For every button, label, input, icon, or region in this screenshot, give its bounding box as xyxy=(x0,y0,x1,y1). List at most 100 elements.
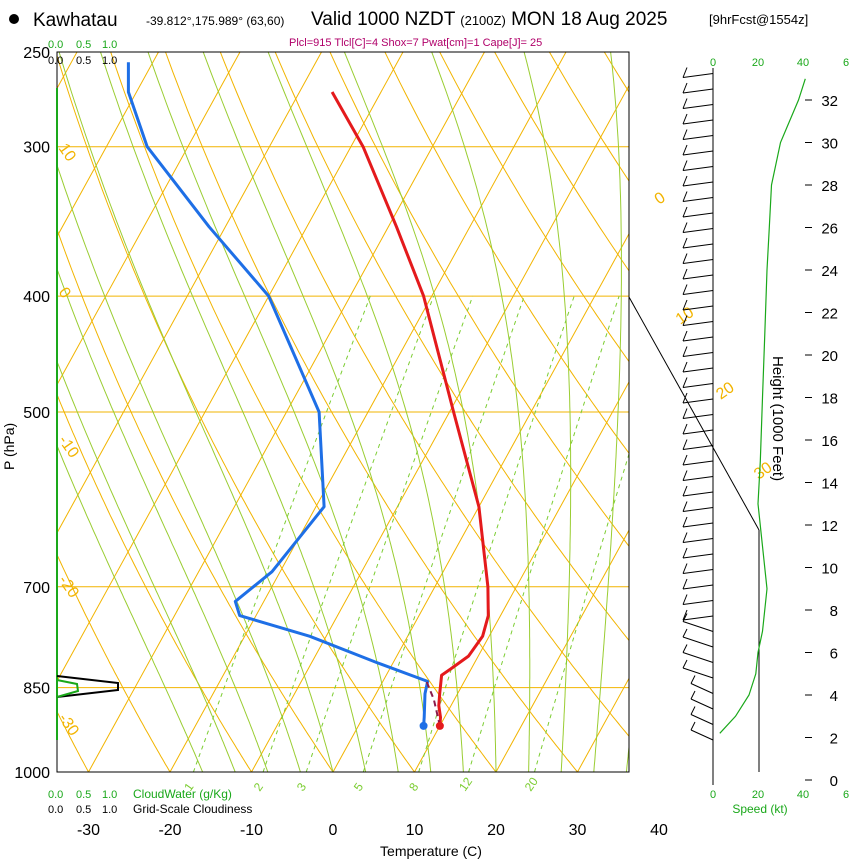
wind-barb-flag xyxy=(682,392,688,404)
temperature-tick-label: 10 xyxy=(406,822,424,839)
wind-barb xyxy=(690,698,714,710)
wind-barb-flag xyxy=(690,706,696,715)
wind-barb xyxy=(682,491,714,497)
wind-barb xyxy=(682,429,714,435)
wind-barb xyxy=(682,305,714,311)
isotherm-line xyxy=(57,52,159,238)
wind-barb-flag xyxy=(682,346,688,357)
height-tick-label: 18 xyxy=(821,391,838,408)
isotherm-label: -20 xyxy=(55,573,82,602)
wind-barb-flag xyxy=(682,113,688,125)
wind-barb xyxy=(682,414,714,419)
wind-barb-flag xyxy=(682,284,688,295)
speed-tick-top: 40 xyxy=(797,57,809,69)
temperature-tick-label: -20 xyxy=(158,822,181,839)
height-tick-label: 20 xyxy=(821,348,838,365)
height-axis-label: Height (1000 Feet) xyxy=(769,356,786,481)
station-coords: -39.812°,175.989° (63,60) xyxy=(146,14,285,28)
mixing-ratio-line xyxy=(468,295,620,772)
frame-diagonal xyxy=(628,296,760,531)
mixing-ratio-line xyxy=(362,295,525,772)
cloudwater-profile xyxy=(56,679,80,698)
height-tick-label: 26 xyxy=(821,221,838,238)
wind-barb xyxy=(682,119,714,125)
isotherm-label: 10 xyxy=(55,141,79,165)
mixing-ratio-line xyxy=(534,452,629,772)
moist-adiabat-line xyxy=(57,444,204,772)
forecast-run: [9hrFcst@1554z] xyxy=(709,12,809,27)
moist-adiabat-line xyxy=(57,267,269,772)
moist-adiabat-line xyxy=(57,360,236,772)
height-tick-label: 28 xyxy=(821,178,838,195)
mixing-ratio-label: 5 xyxy=(351,780,366,794)
wind-barb xyxy=(682,398,714,404)
valid-local: Valid 1000 NZDT xyxy=(311,9,455,30)
speed-axis-label: Speed (kt) xyxy=(732,802,787,816)
cloudiness-tick-top: 0.0 xyxy=(48,55,63,67)
wind-barb-flag xyxy=(682,82,688,94)
dry-adiabat-line xyxy=(659,52,850,772)
cloudiness-tick-bottom: 1.0 xyxy=(102,804,117,816)
moist-adiabat-line xyxy=(593,52,622,772)
plot-frame xyxy=(56,51,630,773)
isotherm-line xyxy=(88,52,485,772)
wind-barb-flag xyxy=(682,330,688,342)
valid-time: Valid 1000 NZDT (2100Z) MON 18 Aug 2025 xyxy=(311,9,667,31)
temperature-tick-label: -30 xyxy=(77,822,100,839)
wind-barb-flag xyxy=(682,175,688,187)
speed-tick-bottom: 20 xyxy=(752,789,764,801)
wind-barb xyxy=(682,135,714,140)
pressure-tick-label: 300 xyxy=(23,140,50,157)
mixing-ratio-line xyxy=(192,295,371,772)
dry-adiabat-line xyxy=(110,52,497,772)
dry-adiabat-line xyxy=(494,52,629,272)
wind-barb-flag xyxy=(682,501,688,512)
wind-barb xyxy=(682,652,714,663)
wind-barb-flag xyxy=(682,160,688,171)
wind-barb-flag xyxy=(682,222,688,233)
sounding-params: Plcl=915 Tlcl[C]=4 Shox=7 Pwat[cm]=1 Cap… xyxy=(289,37,543,49)
isotherm-line xyxy=(57,52,404,683)
cloudwater-tick-bottom: 1.0 xyxy=(102,789,117,801)
wind-barb-flag xyxy=(682,315,688,326)
wind-barb-flag xyxy=(682,253,688,264)
wind-barb xyxy=(682,73,714,78)
moist-adiabat-line xyxy=(267,52,464,772)
speed-tick-bottom: 0 xyxy=(710,789,716,801)
cloudwater-tick-top: 0.5 xyxy=(76,39,91,51)
mixing-ratio-label: 12 xyxy=(456,774,475,793)
speed-tick-top: 6 xyxy=(843,57,849,69)
isotherm-label: 10 xyxy=(673,304,697,328)
temperature-surface-dot xyxy=(435,721,444,730)
pressure-tick-label: 1000 xyxy=(14,765,50,782)
wind-barb xyxy=(682,352,714,357)
wind-speed-line xyxy=(719,78,806,734)
dry-adiabat-line xyxy=(57,393,252,772)
wind-barb xyxy=(682,383,714,388)
wind-barb-flag xyxy=(682,299,688,311)
isotherm-line xyxy=(332,232,629,772)
wind-barb-flag xyxy=(682,423,688,435)
wind-barb xyxy=(682,228,714,233)
height-tick-label: 30 xyxy=(821,136,838,153)
isotherm-line xyxy=(251,84,629,772)
height-tick-label: 32 xyxy=(821,93,838,110)
height-tick-label: 12 xyxy=(821,518,838,535)
speed-tick-top: 20 xyxy=(752,57,764,69)
height-tick-label: 4 xyxy=(830,688,838,705)
parcel-line xyxy=(424,677,441,727)
mixing-ratio-label: 20 xyxy=(522,774,541,793)
wind-barb-flag xyxy=(682,67,688,78)
wind-barb xyxy=(682,150,714,156)
wind-barb-flag xyxy=(690,675,696,684)
cloudwater-tick-bottom: 0.0 xyxy=(48,789,63,801)
wind-barb xyxy=(682,476,714,481)
temperature-tick-label: 0 xyxy=(329,822,338,839)
isotherm-label: 20 xyxy=(713,379,737,403)
cloudiness-tick-top: 0.5 xyxy=(76,55,91,67)
wind-barb xyxy=(682,507,714,512)
cloudwater-tick-top: 0.0 xyxy=(48,39,63,51)
dry-adiabat-line xyxy=(165,52,578,772)
isotherm-label: -10 xyxy=(55,433,82,462)
isotherm-line xyxy=(414,380,629,772)
